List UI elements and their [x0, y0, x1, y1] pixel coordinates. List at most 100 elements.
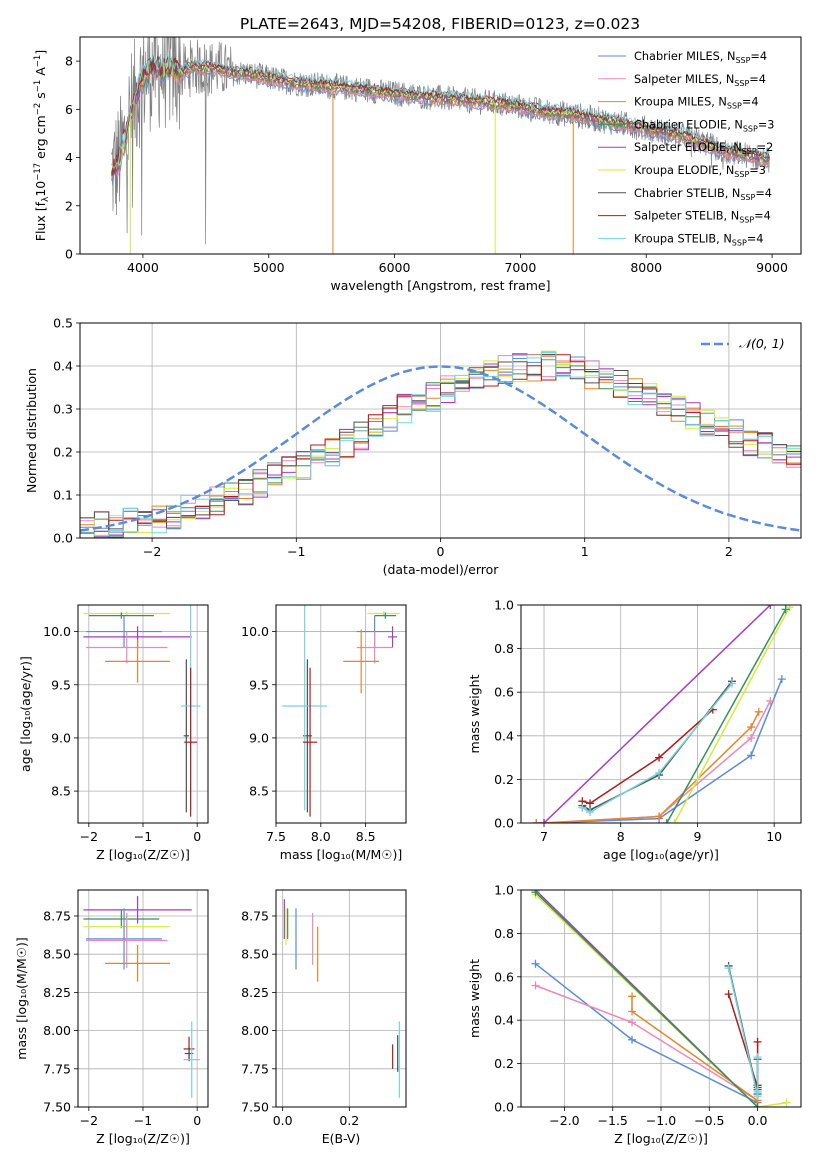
x-axis-label: Z [log₁₀(Z/Z☉)] [96, 847, 190, 862]
weight-point-kroupa_stelib [578, 803, 587, 812]
y-tick-label: 0.0 [494, 1100, 514, 1115]
model-spectrum-kroupa_stelib [111, 52, 770, 168]
weight-point-kroupa_miles [628, 1007, 637, 1016]
weight-point-kroupa_miles [628, 992, 637, 1001]
y-tick-label: 0.6 [494, 685, 514, 700]
y-tick-label: 0.2 [494, 1056, 514, 1071]
x-axis-label: age [log₁₀(age/yr)] [603, 847, 719, 862]
weight-line-salpeter_stelib [582, 709, 714, 805]
weight-point-kroupa_miles [747, 723, 756, 732]
x-tick-label: 4000 [127, 260, 159, 275]
histogram-kroupa_stelib [80, 351, 801, 537]
y-tick-label: 8.25 [43, 985, 71, 1000]
y-tick-label: 1.0 [494, 598, 514, 613]
y-tick-label: 0.4 [494, 1013, 514, 1028]
age_vs_Z-panel: −2 −1 0 8.5 9.0 9.5 10.0 Z [log₁₀(Z/Z☉)] age [lo… [18, 604, 209, 862]
weight-point-salpeter_elodie [766, 605, 775, 609]
y-axis-label: mass weight [467, 959, 482, 1038]
axes-frame [275, 889, 407, 1108]
weight-point-kroupa_miles [754, 707, 763, 716]
y-tick-label: 0.5 [53, 316, 73, 331]
legend-label-kroupa_miles: Kroupa MILES, NSSP=4 [634, 96, 759, 111]
y-tick-label: 0.2 [53, 445, 73, 460]
x-axis-label: wavelength [Angstrom, rest frame] [330, 278, 550, 293]
x-tick-label: −2 [80, 829, 98, 844]
y-tick-label: 8.00 [241, 1023, 269, 1038]
weight-point-chabrier_miles [531, 959, 540, 968]
weight-point-kroupa_miles [532, 819, 541, 823]
y-tick-label: 1.0 [494, 883, 514, 898]
legend-label-chabrier_stelib: Chabrier STELIB, NSSP=4 [634, 187, 772, 202]
y-tick-label: 8.00 [43, 1023, 71, 1038]
axes-frame [79, 322, 802, 539]
axes-frame [520, 889, 802, 1108]
age_vs_mass-plot-area [276, 605, 406, 823]
x-tick-label: 0.0 [273, 1113, 293, 1128]
weight_vs_Z-plot-area [521, 890, 801, 1107]
x-tick-label: −0.5 [694, 1113, 724, 1128]
y-tick-label: 0.6 [494, 969, 514, 984]
residuals-plot-area [80, 323, 801, 538]
y-tick-label: 0.0 [494, 816, 514, 831]
weight-point-salpeter_miles [747, 733, 756, 742]
x-tick-label: 0.2 [339, 1113, 359, 1128]
weight-point-chabrier_elodie [662, 819, 671, 823]
y-tick-label: 6 [65, 102, 73, 117]
y-tick-label: 7.50 [241, 1100, 269, 1115]
y-axis-label: Normed distribution [24, 368, 39, 493]
x-tick-label: −1 [287, 544, 305, 559]
y-tick-label: 8.25 [241, 985, 269, 1000]
spectrum-panel: 4000 5000 6000 7000 8000 9000 0 2 4 6 8 wavelength … [33, 36, 802, 293]
weight-point-kroupa_elodie [782, 1098, 791, 1107]
x-tick-label: −2.0 [549, 1113, 579, 1128]
x-tick-label: −1 [134, 829, 152, 844]
legend-label-normal: 𝒩(0, 1) [739, 336, 785, 351]
normal-curve [80, 365, 801, 532]
axes-frame [275, 604, 407, 824]
weight-point-chabrier_miles [777, 675, 786, 684]
weight-point-chabrier_elodie [753, 1103, 762, 1107]
age_vs_mass-panel: 7.5 8.0 8.5 8.5 9.0 9.5 10.0 mass [log₁₀(M/M☉)] [241, 604, 407, 862]
x-tick-label: 7.5 [266, 829, 286, 844]
x-tick-label: 9000 [756, 260, 788, 275]
x-axis-label: Z [log₁₀(Z/Z☉)] [614, 1131, 708, 1146]
x-tick-label: 7 [540, 829, 548, 844]
axes-frame [77, 889, 209, 1108]
mass_vs_ebv-panel: 0.0 0.2 7.50 7.75 8.00 8.25 8.50 8.75 E(B-V) [241, 889, 407, 1146]
weight-point-salpeter_stelib [753, 1037, 762, 1046]
observed-spectrum [111, 37, 770, 245]
legend-label-salpeter_elodie: Salpeter ELODIE, NSSP=2 [634, 141, 773, 156]
x-tick-label: 8.0 [311, 829, 331, 844]
figure-title: PLATE=2643, MJD=54208, FIBERID=0123, z=0… [240, 15, 640, 33]
y-tick-label: 0.2 [494, 772, 514, 787]
y-tick-label: 8.5 [249, 784, 269, 799]
x-axis-label: (data-model)/error [383, 562, 500, 577]
legend-label-chabrier_miles: Chabrier MILES, NSSP=4 [634, 50, 767, 65]
y-axis-label: Flux [fλ10−17 erg cm−2 s−1 A−1] [33, 50, 51, 241]
x-tick-label: 0.0 [748, 1113, 768, 1128]
weight-point-salpeter_stelib [655, 753, 664, 762]
y-tick-label: 9.0 [249, 730, 269, 745]
x-tick-label: 0 [193, 1113, 201, 1128]
legend-label-salpeter_miles: Salpeter MILES, NSSP=4 [634, 73, 766, 88]
weight-point-kroupa_stelib [727, 679, 736, 688]
y-tick-label: 0.1 [53, 488, 73, 503]
weight-point-salpeter_stelib [724, 990, 733, 999]
axes-frame [77, 604, 209, 824]
model-spectrum-chabrier_stelib [111, 55, 770, 175]
weight-point-salpeter_miles [766, 696, 775, 705]
y-tick-label: 2 [65, 198, 73, 213]
weight-line-salpeter_elodie [543, 605, 771, 823]
y-tick-label: 8.5 [51, 784, 71, 799]
x-axis-label: E(B-V) [322, 1131, 361, 1146]
weight-point-kroupa_stelib [655, 768, 664, 777]
weight-point-kroupa_miles [655, 812, 664, 821]
x-tick-label: −1.5 [598, 1113, 628, 1128]
weight-line-chabrier_elodie [534, 891, 759, 1107]
x-tick-label: −2 [80, 1113, 98, 1128]
weight-point-kroupa_stelib [586, 808, 595, 817]
weight-point-salpeter_elodie [540, 819, 549, 823]
weight-point-chabrier_miles [628, 1035, 637, 1044]
y-tick-label: 10.0 [43, 624, 71, 639]
x-tick-label: 8.5 [356, 829, 376, 844]
